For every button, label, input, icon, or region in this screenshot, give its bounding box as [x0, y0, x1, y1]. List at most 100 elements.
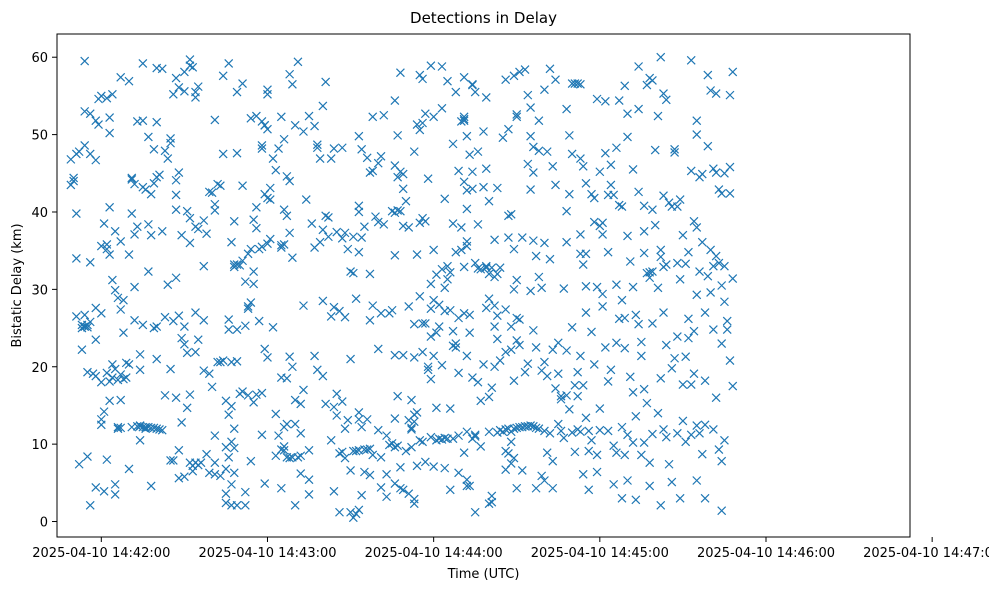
data-point [418, 118, 427, 128]
data-point [290, 500, 300, 510]
data-point [229, 216, 239, 226]
data-point [603, 247, 613, 257]
data-point [440, 433, 450, 443]
data-point [215, 181, 225, 191]
data-point [166, 364, 175, 374]
data-point [523, 90, 533, 100]
data-point [227, 237, 236, 247]
data-point [578, 161, 588, 171]
data-point [437, 103, 447, 113]
data-point [451, 342, 461, 352]
data-point [321, 211, 331, 221]
data-point [520, 65, 530, 75]
data-point [265, 234, 275, 244]
y-axis-ticks: 0 10 20 30 40 50 60 [31, 51, 57, 531]
data-point [127, 175, 137, 184]
data-point [127, 173, 137, 183]
data-point [509, 284, 519, 294]
data-point [564, 130, 574, 140]
data-point [692, 421, 702, 430]
data-point [398, 184, 408, 194]
data-point [697, 169, 707, 179]
data-point [515, 340, 524, 350]
data-point [251, 202, 261, 212]
data-point [274, 144, 283, 153]
data-point [121, 358, 131, 368]
data-point [246, 298, 256, 307]
data-point [656, 245, 666, 255]
data-point [501, 75, 511, 85]
data-point [667, 477, 677, 487]
data-point [240, 321, 250, 331]
data-point [692, 223, 702, 232]
data-point [271, 409, 281, 419]
data-point [708, 164, 718, 174]
data-point [138, 58, 148, 68]
data-point [204, 369, 214, 379]
data-point [642, 268, 652, 278]
data-point [260, 479, 270, 489]
data-point [648, 76, 657, 85]
data-point [512, 313, 522, 323]
data-point [398, 350, 408, 360]
data-point [238, 79, 247, 88]
data-point [127, 209, 137, 218]
data-point [592, 94, 602, 104]
data-point [609, 441, 619, 451]
data-point [684, 247, 693, 257]
data-point [509, 376, 519, 386]
data-point [185, 238, 195, 248]
data-point [678, 416, 688, 426]
data-point [357, 490, 367, 500]
data-point [634, 104, 644, 114]
data-point [706, 86, 716, 95]
data-point [395, 462, 405, 472]
data-point [146, 230, 156, 240]
data-point [177, 333, 187, 343]
data-point [185, 61, 195, 71]
data-point [257, 144, 267, 153]
data-point [581, 249, 591, 259]
data-point [304, 111, 314, 121]
data-point [526, 131, 536, 141]
data-point [587, 327, 596, 337]
data-point [263, 85, 272, 95]
data-point [376, 483, 386, 492]
data-point [221, 489, 231, 499]
data-point [354, 207, 364, 217]
data-point [163, 154, 173, 164]
data-point [504, 233, 513, 242]
data-point [362, 414, 372, 424]
data-point [299, 385, 308, 395]
data-point [556, 426, 566, 436]
data-point [454, 166, 463, 176]
data-point [191, 93, 200, 102]
data-point [257, 242, 267, 252]
data-point [409, 353, 419, 362]
data-point [490, 301, 500, 311]
data-point [639, 226, 649, 236]
data-point [659, 89, 668, 99]
data-point [124, 464, 134, 474]
data-point [672, 428, 682, 438]
data-point [274, 431, 283, 441]
data-point [263, 239, 272, 249]
data-point [105, 202, 115, 212]
data-point [703, 271, 713, 281]
data-point [102, 368, 112, 378]
data-point [465, 328, 475, 338]
data-point [329, 402, 339, 412]
data-point [404, 223, 414, 232]
data-point [606, 180, 616, 190]
data-point [368, 450, 378, 460]
data-point [107, 275, 117, 285]
data-point [359, 467, 369, 477]
data-point [548, 456, 558, 466]
data-point [708, 261, 718, 271]
data-point [348, 232, 358, 242]
data-point [440, 283, 450, 293]
data-point [725, 188, 735, 198]
data-point [224, 58, 234, 68]
data-point [210, 458, 220, 468]
data-point [293, 57, 303, 67]
